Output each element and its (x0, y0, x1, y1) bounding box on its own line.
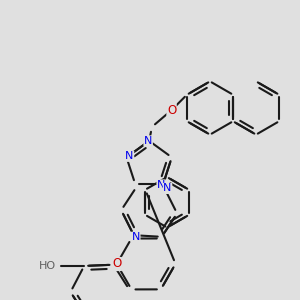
Text: N: N (157, 180, 165, 190)
Text: N: N (132, 232, 140, 242)
Text: N: N (144, 136, 152, 146)
Text: O: O (112, 257, 122, 271)
Text: O: O (167, 103, 176, 117)
Text: N: N (125, 151, 134, 161)
Text: N: N (164, 183, 172, 194)
Text: HO: HO (39, 261, 56, 271)
